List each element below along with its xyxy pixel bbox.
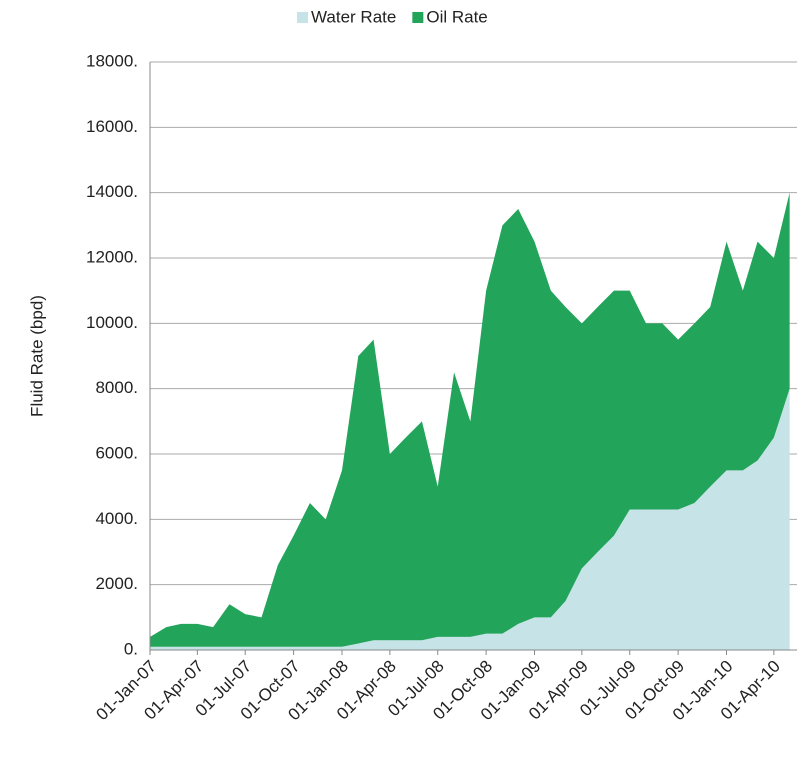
legend-swatch	[412, 12, 424, 23]
y-tick-label: 6000.	[95, 443, 138, 462]
y-tick-label: 0.	[124, 639, 138, 658]
y-tick-label: 12000.	[86, 247, 138, 266]
y-axis-label: Fluid Rate (bpd)	[27, 295, 46, 417]
y-tick-label: 8000.	[95, 378, 138, 397]
y-tick-label: 16000.	[86, 117, 138, 136]
area	[150, 192, 790, 647]
legend-label: Water Rate	[311, 7, 396, 26]
y-tick-label: 4000.	[95, 509, 138, 528]
y-tick-label: 10000.	[86, 313, 138, 332]
legend-label: Oil Rate	[426, 7, 487, 26]
y-tick-label: 18000.	[86, 51, 138, 70]
legend-swatch	[297, 12, 308, 23]
area	[150, 388, 790, 650]
y-tick-label: 2000.	[95, 574, 138, 593]
y-tick-label: 14000.	[86, 182, 138, 201]
